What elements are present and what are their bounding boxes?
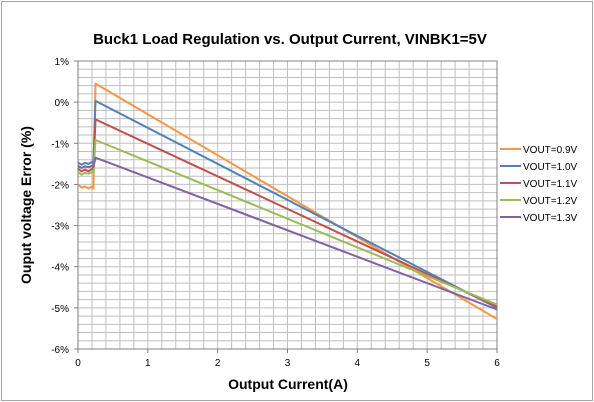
- y-tick-label: -3%: [51, 222, 69, 233]
- y-tick-label: -1%: [51, 139, 69, 150]
- x-tick-label: 3: [285, 358, 291, 369]
- axis-ticks: 0 1 2 3 4 5 6 1% 0% -1% -2% -3% -4% -5% -6%: [51, 57, 500, 369]
- series-line: [77, 139, 498, 306]
- chart-title: Buck1 Load Regulation vs. Output Current…: [93, 31, 487, 48]
- series-line: [77, 118, 498, 308]
- series-lines: [77, 82, 498, 320]
- legend-label: VOUT=0.9V: [523, 145, 578, 156]
- series-line: [77, 99, 498, 309]
- x-tick-label: 4: [355, 358, 361, 369]
- y-tick-label: -6%: [51, 345, 69, 356]
- x-tick-label: 6: [494, 358, 500, 369]
- x-tick-label: 5: [424, 358, 430, 369]
- plot-grid: [78, 61, 497, 349]
- y-tick-label: -4%: [51, 263, 69, 274]
- legend-label: VOUT=1.3V: [523, 213, 578, 224]
- x-axis-label: Output Current(A): [228, 376, 348, 392]
- series-line: [77, 156, 498, 311]
- y-tick-label: -2%: [51, 180, 69, 191]
- x-tick-label: 0: [75, 358, 81, 369]
- y-axis-label: Ouput voltage Error (%): [18, 126, 34, 284]
- legend-label: VOUT=1.2V: [523, 196, 578, 207]
- x-tick-label: 2: [215, 358, 221, 369]
- legend-label: VOUT=1.0V: [523, 162, 578, 173]
- legend: VOUT=0.9V VOUT=1.0V VOUT=1.1V VOUT=1.2V VOUT…: [500, 145, 578, 224]
- y-tick-label: -5%: [51, 304, 69, 315]
- y-tick-label: 0%: [55, 98, 70, 109]
- legend-label: VOUT=1.1V: [523, 179, 578, 190]
- x-tick-label: 1: [145, 358, 151, 369]
- y-tick-label: 1%: [55, 57, 70, 68]
